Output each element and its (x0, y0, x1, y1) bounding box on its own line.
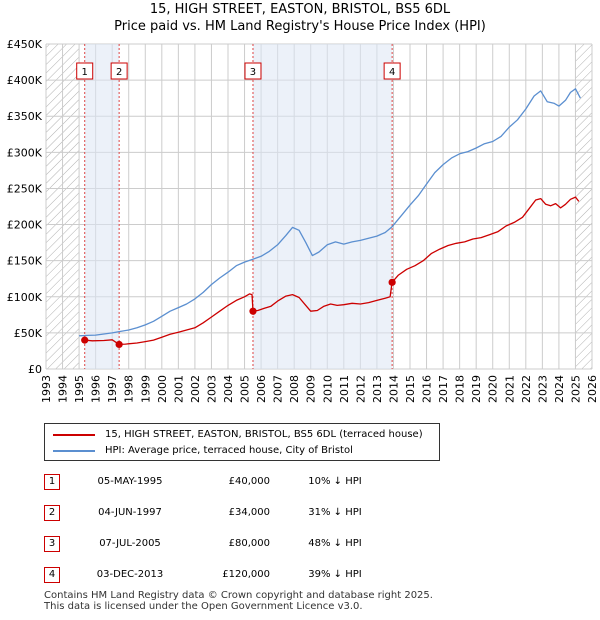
x-tick-label: 2004 (222, 375, 235, 403)
x-tick-label: 2013 (371, 375, 384, 403)
transaction-hpi-diff: 31% ↓ HPI (308, 507, 362, 518)
x-tick-label: 2000 (156, 375, 169, 403)
sale-number-box (76, 62, 94, 80)
transaction-date: 05-MAY-1995 (97, 476, 163, 487)
x-tick-label: 2020 (487, 375, 500, 403)
x-tick-label: 2026 (586, 375, 599, 403)
x-tick-label: 1993 (40, 375, 53, 403)
x-tick-label: 2023 (536, 375, 549, 403)
x-tick-label: 1996 (90, 375, 103, 403)
x-tick-label: 2002 (189, 375, 202, 403)
x-tick-label: 2005 (239, 375, 252, 403)
y-tick-label: £150K (7, 255, 43, 268)
ownership-band (252, 44, 393, 369)
x-tick-label: 2024 (553, 375, 566, 403)
x-tick-label: 2010 (321, 375, 334, 403)
transaction-price: £120,000 (222, 569, 270, 580)
x-tick-label: 2009 (305, 375, 318, 403)
x-tick-label: 2019 (470, 375, 483, 403)
sale-number-label: 3 (250, 67, 256, 78)
property-series-line (84, 196, 580, 346)
y-tick-label: £450K (7, 38, 43, 51)
sale-number-box (244, 62, 262, 80)
x-tick-label: 2001 (172, 375, 185, 403)
table-row: 1 05-MAY-1995 £40,000 10% ↓ HPI (40, 472, 560, 492)
x-tick-label: 2025 (569, 375, 582, 403)
transaction-hpi-diff: 48% ↓ HPI (308, 538, 362, 549)
sale-point (388, 278, 396, 286)
y-tick-label: £100K (7, 291, 43, 304)
x-tick-label: 2011 (338, 375, 351, 403)
legend-label-property: 15, HIGH STREET, EASTON, BRISTOL, BS5 6D… (105, 429, 423, 440)
x-tick-label: 1998 (123, 375, 136, 403)
x-tick-label: 1997 (106, 375, 119, 403)
y-tick-label: £400K (7, 74, 43, 87)
transaction-price: £34,000 (228, 507, 270, 518)
transaction-number: 1 (44, 474, 60, 490)
ownership-band (84, 44, 120, 369)
y-tick-label: £250K (7, 182, 43, 195)
x-tick-label: 2016 (421, 375, 434, 403)
y-tick-label: £350K (7, 110, 43, 123)
y-tick-label: £50K (14, 327, 43, 340)
sale-point (249, 307, 257, 315)
transaction-date: 04-JUN-1997 (98, 507, 162, 518)
x-tick-label: 2003 (205, 375, 218, 403)
transaction-number: 4 (44, 567, 60, 583)
sale-number-box (110, 62, 128, 80)
x-tick-label: 1994 (57, 375, 70, 403)
x-tick-label: 2015 (404, 375, 417, 403)
transaction-date: 07-JUL-2005 (99, 538, 161, 549)
x-tick-label: 2018 (454, 375, 467, 403)
sale-point (115, 340, 123, 349)
y-tick-label: £0 (28, 363, 42, 376)
table-row: 4 03-DEC-2013 £120,000 39% ↓ HPI (40, 565, 560, 585)
x-tick-label: 2014 (387, 375, 400, 403)
x-tick-label: 2007 (272, 375, 285, 403)
x-tick-label: 2006 (255, 375, 268, 403)
transaction-hpi-diff: 39% ↓ HPI (308, 569, 362, 580)
x-tick-label: 2021 (503, 375, 516, 403)
footer-licence: This data is licensed under the Open Gov… (44, 601, 363, 612)
transaction-number: 2 (44, 505, 60, 521)
hpi-series-line (79, 88, 581, 337)
y-tick-label: £200K (7, 219, 43, 232)
x-tick-label: 2022 (520, 375, 533, 403)
sale-point (81, 336, 89, 344)
footer-attribution: Contains HM Land Registry data © Crown c… (44, 590, 433, 612)
x-tick-label: 2008 (288, 375, 301, 403)
legend-label-hpi: HPI: Average price, terraced house, City… (105, 445, 353, 456)
price-chart: 1 2 3 4 £0 £50K £100K £150K £200K £250K £300K £350… (7, 38, 599, 403)
table-row: 2 04-JUN-1997 £34,000 31% ↓ HPI (40, 503, 560, 523)
chart-title-subtitle: Price paid vs. HM Land Registry's House … (114, 19, 486, 34)
legend-swatch-property (53, 434, 95, 436)
chart-legend: 15, HIGH STREET, EASTON, BRISTOL, BS5 6D… (44, 423, 440, 461)
hatched-region-after (575, 44, 592, 369)
sale-number-label: 4 (389, 67, 395, 78)
x-tick-label: 1995 (73, 375, 86, 403)
transaction-price: £80,000 (228, 538, 270, 549)
transaction-number: 3 (44, 536, 60, 552)
sale-number-label: 2 (116, 67, 122, 78)
x-tick-label: 2017 (437, 375, 450, 403)
footer-copyright: Contains HM Land Registry data © Crown c… (44, 590, 433, 601)
x-tick-label: 2012 (354, 375, 367, 403)
transaction-hpi-diff: 10% ↓ HPI (308, 476, 362, 487)
transaction-date: 03-DEC-2013 (96, 569, 164, 580)
legend-swatch-hpi (53, 450, 95, 452)
y-tick-label: £300K (7, 146, 43, 159)
table-row: 3 07-JUL-2005 £80,000 48% ↓ HPI (40, 534, 560, 554)
transaction-price: £40,000 (228, 476, 270, 487)
sale-number-label: 1 (82, 67, 88, 78)
chart-title-address: 15, HIGH STREET, EASTON, BRISTOL, BS5 6D… (149, 2, 451, 17)
sale-number-box (383, 62, 401, 80)
x-tick-label: 1999 (139, 375, 152, 403)
